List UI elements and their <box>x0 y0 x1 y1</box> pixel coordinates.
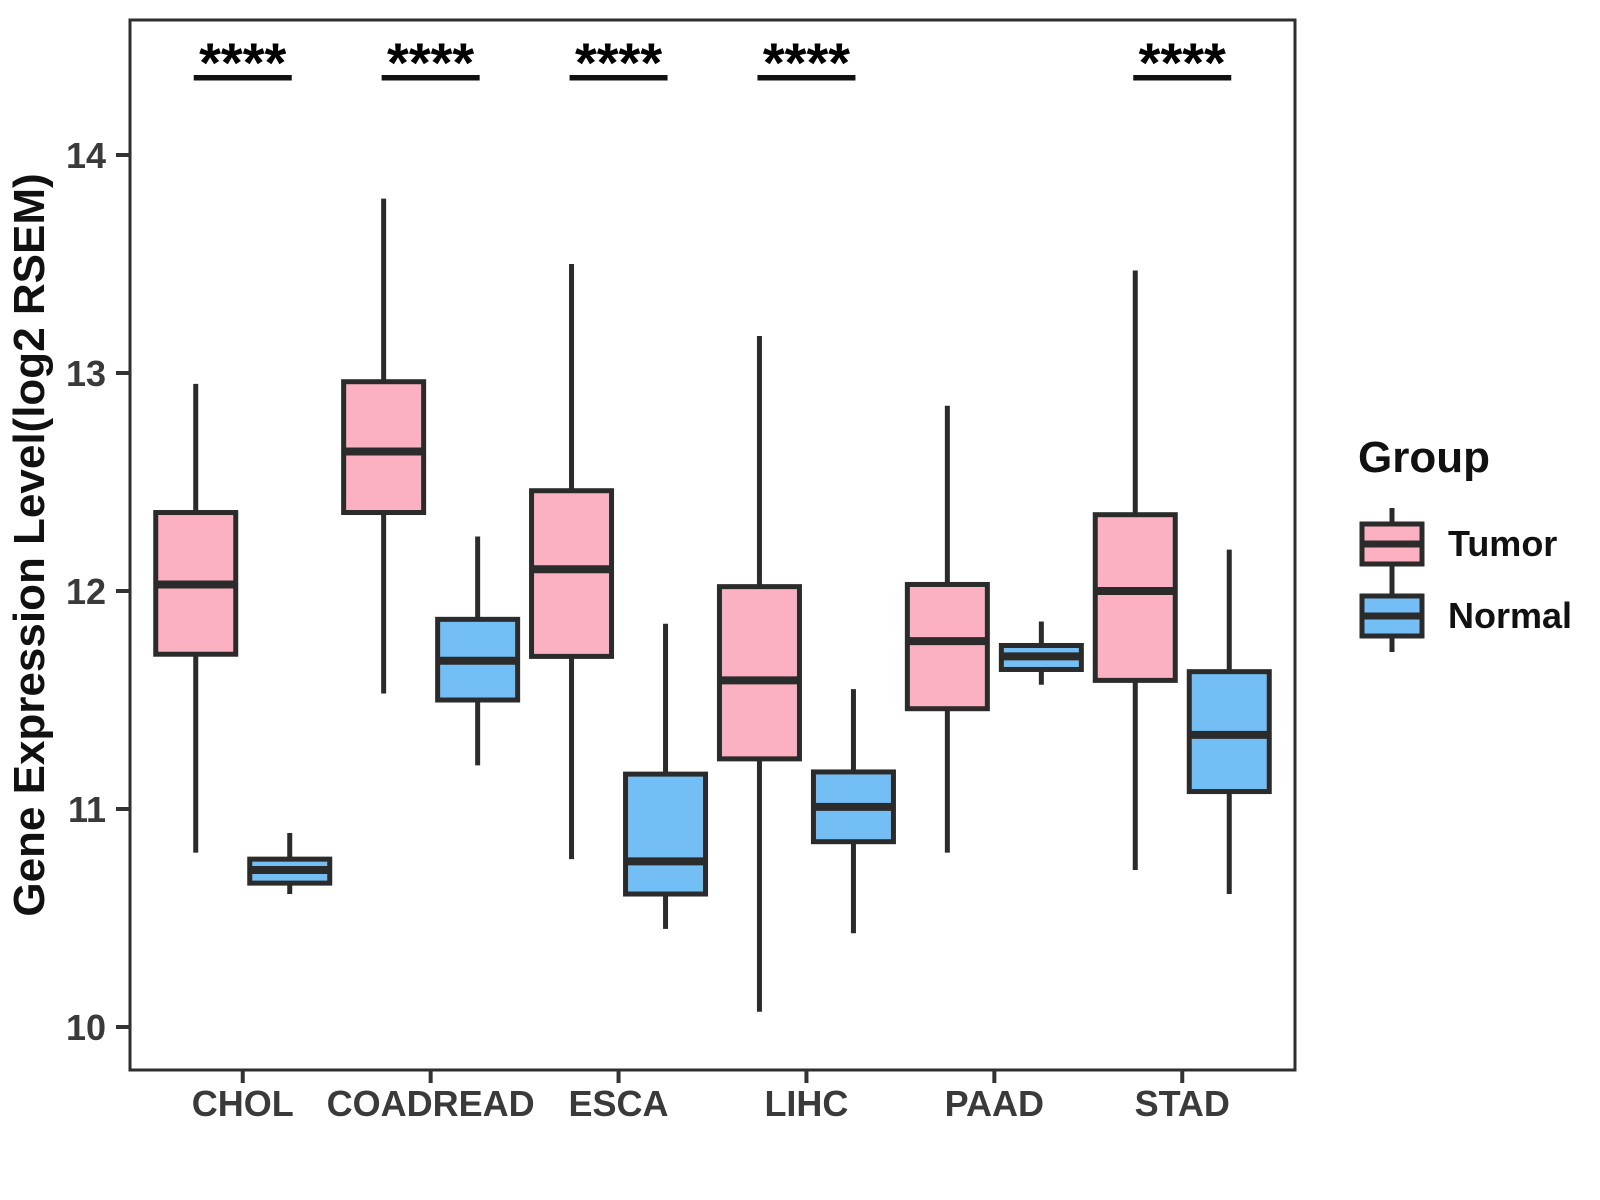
significance-underline <box>381 75 480 81</box>
normal-box-paad <box>998 621 1084 685</box>
x-tick-label: PAAD <box>945 1083 1044 1124</box>
legend-title: Group <box>1358 433 1490 482</box>
iqr-box <box>341 379 427 516</box>
significance-stars-chol: **** <box>199 31 286 94</box>
y-tick-label: 11 <box>68 789 106 830</box>
legend-label-normal: Normal <box>1448 595 1572 636</box>
y-tick-label: 14 <box>66 135 106 176</box>
significance-underline <box>193 75 292 81</box>
x-tick-label: CHOL <box>192 1083 294 1124</box>
y-axis-ticks: 10 11 12 13 14 <box>66 135 130 1048</box>
iqr-box <box>623 771 709 897</box>
y-tick-label: 13 <box>66 353 106 394</box>
significance-marks: **** **** **** **** **** <box>193 31 1232 94</box>
boxplot-series <box>153 198 1272 1012</box>
normal-box-esca <box>623 623 709 929</box>
significance-underline <box>569 75 668 81</box>
tumor-box-esca <box>529 264 615 860</box>
y-tick-label: 10 <box>66 1007 106 1048</box>
normal-box-coadread <box>435 536 521 766</box>
significance-stars-lihc: **** <box>763 31 850 94</box>
normal-box-chol <box>247 832 333 895</box>
x-tick-label: STAD <box>1135 1083 1230 1124</box>
significance-underline <box>757 75 856 81</box>
tumor-legend-swatch <box>1359 508 1425 580</box>
x-tick-label: COADREAD <box>327 1083 535 1124</box>
y-axis-title: Gene Expression Level(log2 RSEM) <box>5 173 54 916</box>
iqr-box <box>904 581 990 712</box>
significance-stars-coadread: **** <box>387 31 474 94</box>
normal-legend-swatch <box>1359 580 1425 652</box>
significance-stars-stad: **** <box>1139 31 1226 94</box>
iqr-box <box>529 488 615 659</box>
x-tick-label: LIHC <box>764 1083 848 1124</box>
legend-label-tumor: Tumor <box>1448 523 1557 564</box>
significance-underline <box>1133 75 1232 81</box>
normal-box-lihc <box>810 689 896 934</box>
normal-box-stad <box>1186 549 1272 895</box>
tumor-box-chol <box>153 383 239 853</box>
iqr-box <box>1092 512 1178 683</box>
x-axis-ticks: CHOL COADREAD ESCA LIHC PAAD STAD <box>192 1070 1230 1124</box>
y-tick-label: 12 <box>66 571 106 612</box>
tumor-box-lihc <box>716 335 802 1012</box>
significance-stars-esca: **** <box>575 31 662 94</box>
x-tick-label: ESCA <box>569 1083 669 1124</box>
legend: Group Tumor Normal <box>1358 433 1572 652</box>
tumor-box-coadread <box>341 198 427 694</box>
tumor-box-paad <box>904 405 990 853</box>
tumor-box-stad <box>1092 270 1178 871</box>
iqr-box <box>716 584 802 762</box>
